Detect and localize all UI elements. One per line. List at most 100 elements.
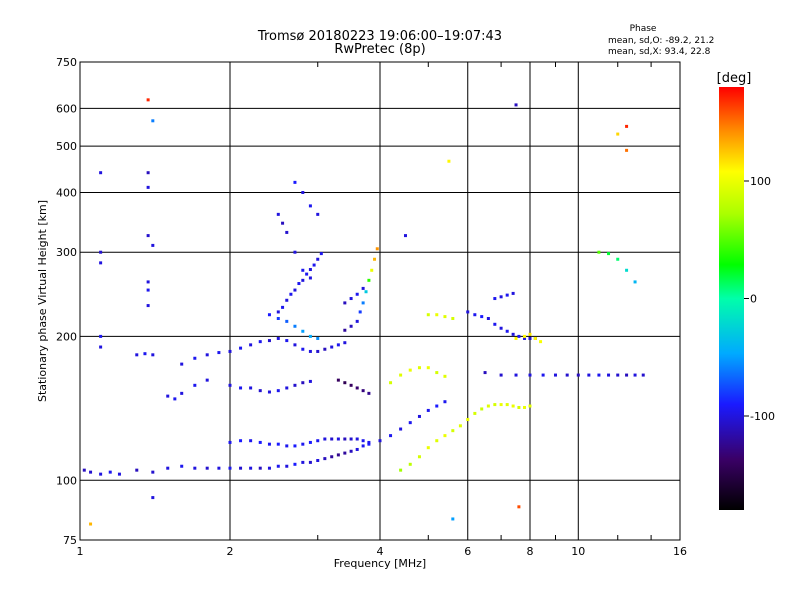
x-tick-label: 2: [227, 545, 234, 558]
data-point: [625, 373, 629, 377]
data-point: [316, 257, 320, 261]
data-point: [473, 411, 477, 415]
data-point: [514, 336, 518, 340]
data-point: [528, 373, 532, 377]
data-point: [473, 313, 477, 317]
data-point: [367, 440, 371, 444]
data-point: [361, 439, 365, 443]
data-point: [625, 124, 629, 128]
data-point: [308, 268, 312, 272]
data-point: [267, 442, 271, 446]
data-point: [483, 371, 487, 375]
data-point: [349, 324, 353, 328]
data-point: [267, 390, 271, 394]
data-point: [289, 292, 293, 296]
x-tick-label: 16: [673, 545, 687, 558]
data-point: [625, 148, 629, 152]
stats-x-line: mean, sd,X: 93.4, 22.8: [608, 47, 711, 57]
data-point: [364, 290, 368, 294]
data-point: [523, 334, 527, 338]
data-point: [228, 440, 232, 444]
data-point: [258, 466, 262, 470]
data-point: [565, 373, 569, 377]
data-point: [151, 496, 155, 500]
data-point: [285, 339, 289, 343]
data-point: [217, 351, 221, 355]
data-point: [466, 418, 470, 422]
data-point: [597, 373, 601, 377]
data-point: [301, 329, 305, 333]
data-point: [308, 276, 312, 280]
data-point: [435, 371, 439, 375]
data-point: [336, 453, 340, 457]
data-point: [151, 470, 155, 474]
data-point: [451, 316, 455, 320]
data-point: [480, 315, 484, 319]
data-point: [316, 336, 320, 340]
colorbar-tick-label: 100: [750, 175, 771, 188]
data-point: [258, 440, 262, 444]
data-point: [249, 466, 253, 470]
data-point: [305, 272, 309, 276]
data-point: [293, 288, 297, 292]
data-point: [505, 329, 509, 333]
data-point: [151, 243, 155, 247]
data-point: [426, 408, 430, 412]
data-point: [399, 468, 403, 472]
x-tick-label: 1: [77, 545, 84, 558]
data-point: [166, 394, 170, 398]
data-point: [451, 517, 455, 521]
data-point: [480, 407, 484, 411]
data-point: [323, 347, 327, 351]
plot-frame: [79, 61, 681, 541]
x-tick-label: 8: [527, 545, 534, 558]
data-point: [146, 288, 150, 292]
data-point: [587, 373, 591, 377]
grid-lines: [80, 62, 680, 540]
x-tick-label: 10: [571, 545, 585, 558]
data-point: [616, 132, 620, 136]
data-point: [533, 336, 537, 340]
data-point: [308, 440, 312, 444]
data-point: [281, 221, 285, 225]
data-point: [528, 336, 532, 340]
data-point: [408, 368, 412, 372]
data-point: [285, 464, 289, 468]
data-point: [239, 439, 243, 443]
data-point: [493, 322, 497, 326]
y-tick-label: 600: [56, 102, 77, 115]
data-point: [616, 257, 620, 261]
y-tick-label: 75: [63, 534, 77, 547]
data-point: [301, 190, 305, 194]
data-point: [330, 455, 334, 459]
data-point: [435, 439, 439, 443]
data-point: [343, 341, 347, 345]
data-point: [293, 462, 297, 466]
data-point: [146, 185, 150, 189]
data-point: [285, 444, 289, 448]
data-point: [517, 505, 521, 509]
data-point: [451, 429, 455, 433]
data-point: [528, 332, 532, 336]
data-point: [301, 278, 305, 282]
data-point: [180, 362, 184, 366]
data-point: [285, 319, 289, 323]
data-point: [443, 400, 447, 404]
data-point: [135, 468, 139, 472]
data-point: [205, 466, 209, 470]
data-point: [239, 466, 243, 470]
data-point: [146, 304, 150, 308]
data-point: [146, 234, 150, 238]
data-point: [285, 298, 289, 302]
data-point: [99, 345, 103, 349]
data-point: [108, 470, 112, 474]
data-point: [308, 349, 312, 353]
data-point: [205, 378, 209, 382]
y-tick-label: 400: [56, 186, 77, 199]
data-point: [370, 268, 374, 272]
data-point: [355, 447, 359, 451]
data-point: [633, 373, 637, 377]
data-point: [553, 373, 557, 377]
data-point: [493, 297, 497, 301]
data-point: [443, 434, 447, 438]
